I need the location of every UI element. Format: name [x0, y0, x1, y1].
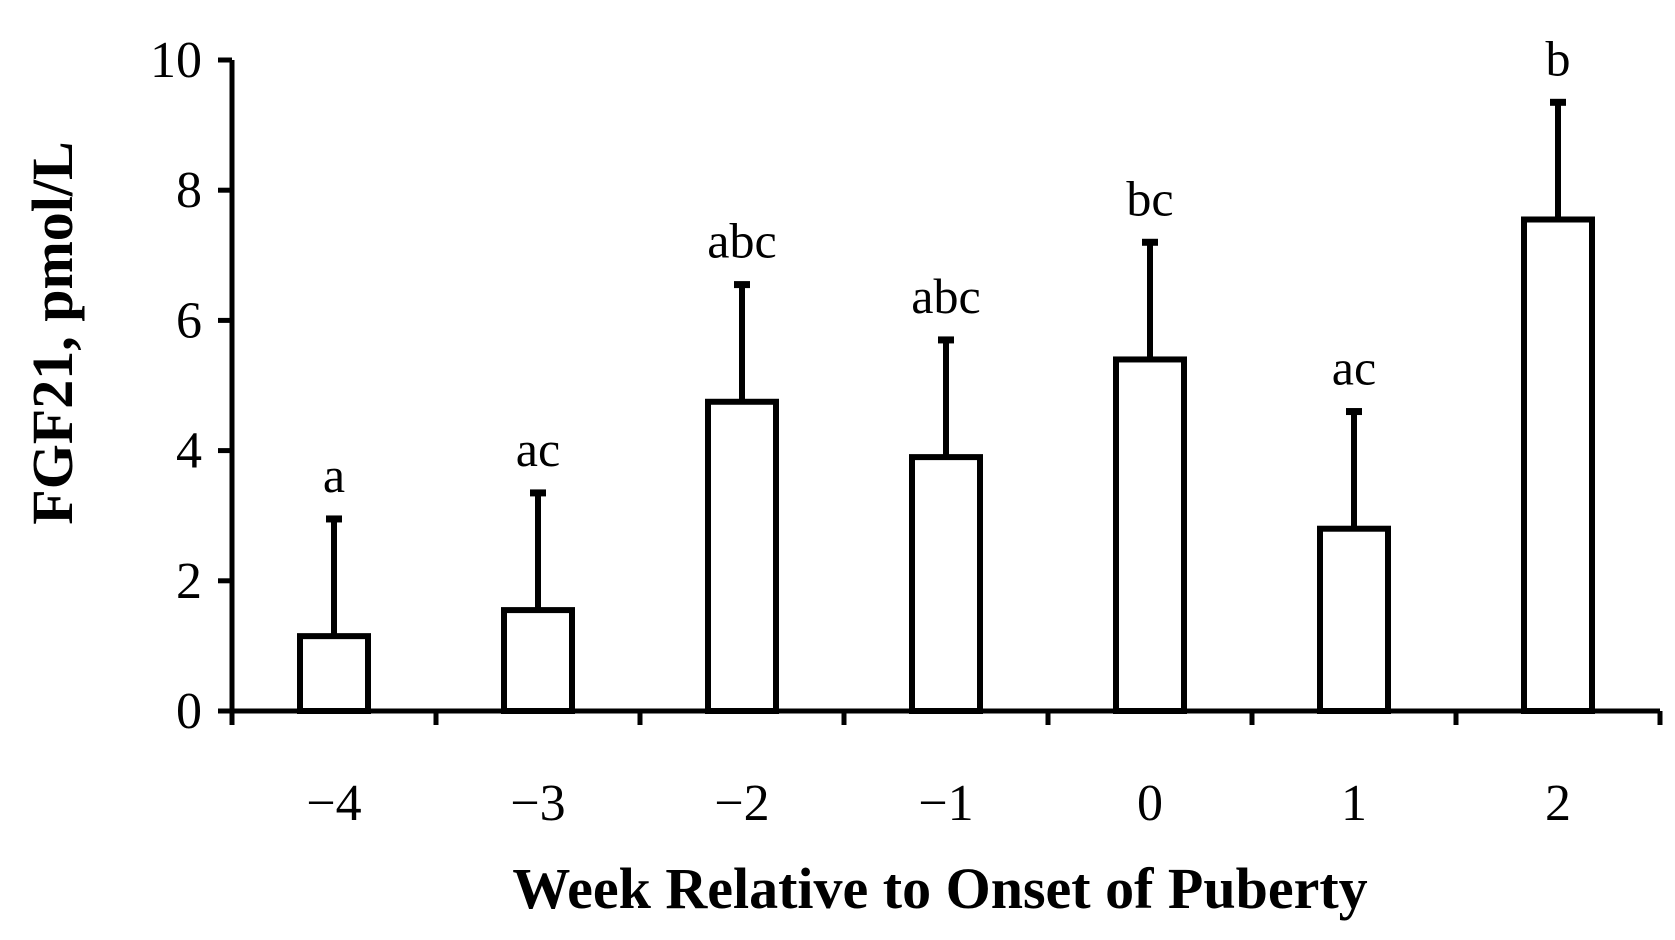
x-axis: −4 −3 −2 −1 0 1 2	[229, 708, 1663, 832]
y-tick-label: 10	[150, 32, 202, 89]
bar	[501, 607, 575, 714]
y-axis: 0 2 4 6 8 10	[150, 32, 235, 740]
x-tick-label: −2	[714, 775, 769, 832]
bars	[297, 216, 1595, 715]
bar	[297, 633, 371, 715]
x-axis-title: Week Relative to Onset of Puberty	[512, 856, 1367, 921]
bar	[705, 398, 779, 714]
significance-label: abc	[911, 268, 980, 324]
x-tick-label: 0	[1137, 775, 1163, 832]
x-tick-label: −1	[918, 775, 973, 832]
significance-label: bc	[1126, 170, 1173, 226]
y-tick-label: 2	[176, 553, 202, 610]
x-tick-label: −3	[510, 775, 565, 832]
bar	[1317, 525, 1391, 714]
bar	[1113, 356, 1187, 714]
bar	[909, 454, 983, 714]
significance-label: abc	[707, 213, 776, 269]
x-tick-label: 2	[1545, 775, 1571, 832]
significance-labels: a ac abc abc bc ac b	[323, 30, 1571, 503]
significance-label: b	[1546, 30, 1571, 86]
significance-label: ac	[516, 421, 560, 477]
x-tick-label: −4	[306, 775, 361, 832]
y-tick-label: 8	[176, 162, 202, 219]
y-tick-label: 4	[176, 423, 202, 480]
x-tick-label: 1	[1341, 775, 1367, 832]
error-bars	[326, 98, 1566, 637]
y-axis-title: FGF21, pmol/L	[20, 141, 85, 524]
bar	[1521, 216, 1595, 714]
y-tick-label: 6	[176, 292, 202, 349]
significance-label: ac	[1332, 340, 1376, 396]
y-tick-label: 0	[176, 683, 202, 740]
significance-label: a	[323, 447, 345, 503]
